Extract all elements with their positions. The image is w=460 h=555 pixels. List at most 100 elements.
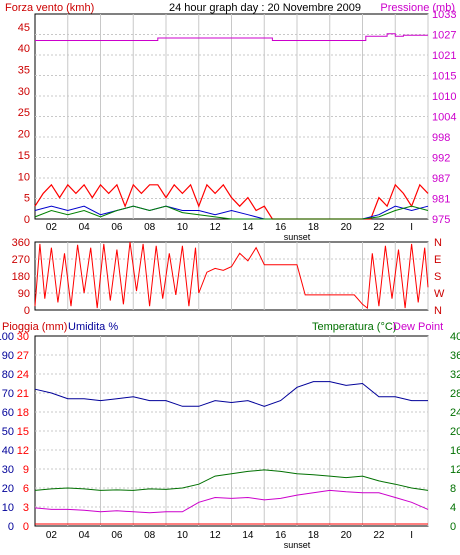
compass-tick-label: W [434,288,445,300]
sunset-annotation: sunset [284,232,311,242]
wind-x-tick-label: I [410,222,413,233]
temperature-tick-label: 20 [450,426,460,438]
rain-tick-label: 24 [17,369,29,381]
rain-tick-label: 18 [17,407,29,419]
pressure-tick-label: 1033 [432,9,456,21]
wind-tick-label: 40 [18,43,30,55]
wind-tick-label: 45 [18,22,30,34]
pressure-tick-label: 987 [432,173,450,185]
temp-x-tick-label: 02 [46,530,58,541]
pressure-tick-label: 1010 [432,91,456,103]
humidity-tick-label: 0 [8,521,14,533]
wind-x-tick-label: 06 [111,222,123,233]
wind-tick-label: 30 [18,86,30,98]
temp-x-tick-label: 18 [308,530,320,541]
direction-tick-label: 0 [24,305,30,317]
temperature-tick-label: 0 [450,521,456,533]
wind-axis-title: Forza vento (kmh) [5,2,94,14]
direction-tick-label: 360 [12,237,30,249]
rain-tick-label: 21 [17,388,29,400]
wind-series-line [34,205,429,220]
wind-tick-label: 15 [18,150,30,162]
pressure-tick-label: 1021 [432,50,456,62]
humidity-tick-label: 100 [0,331,14,343]
dewpoint-axis-title: Dew Point [393,321,443,333]
humidity-tick-label: 30 [2,464,14,476]
wind-tick-label: 35 [18,65,30,77]
humidity-tick-label: 20 [2,483,14,495]
humidity-tick-label: 90 [2,350,14,362]
temp-x-tick-label: 12 [210,530,222,541]
temperature-tick-label: 40 [450,331,460,343]
wind-x-tick-label: 14 [242,222,254,233]
pressure-series-line [35,33,428,41]
direction-tick-label: 270 [12,254,30,266]
temperature-tick-label: 8 [450,483,456,495]
wind-pressure-panel: 0510152025303540459759819879929981004101… [18,9,457,242]
humidity-tick-label: 50 [2,426,14,438]
temperature-axis-title: Temperatura (°C) [312,321,396,333]
temp-x-tick-label: 16 [275,530,287,541]
wind-x-tick-label: 04 [79,222,91,233]
compass-tick-label: N [434,305,442,317]
wind-x-tick-label: 12 [210,222,222,233]
wind-x-tick-label: 10 [177,222,189,233]
temp-x-tick-label: 08 [144,530,156,541]
temperature-tick-label: 32 [450,369,460,381]
wind-tick-label: 20 [18,129,30,141]
rain-tick-label: 15 [17,426,29,438]
pressure-tick-label: 1027 [432,30,456,42]
wind-tick-label: 0 [24,214,30,226]
rain-tick-label: 30 [17,331,29,343]
wind-x-tick-label: 16 [275,222,287,233]
temperature-tick-label: 28 [450,388,460,400]
rain-tick-label: 3 [23,502,29,514]
rain-tick-label: 12 [17,445,29,457]
avg-wind-series-line [34,205,429,220]
rain-tick-label: 0 [23,521,29,533]
temp-x-tick-label: I [410,530,413,541]
pressure-axis-title: Pressione (mb) [380,2,455,14]
temp-x-tick-label: 04 [79,530,91,541]
pressure-tick-label: 981 [432,194,450,206]
chart-title: 24 hour graph day : 20 Novembre 2009 [169,2,361,14]
wind-direction-series-line [34,241,429,310]
pressure-tick-label: 998 [432,132,450,144]
sunset-annotation-lower: sunset [284,540,311,550]
dewpoint-series-line [34,489,429,514]
compass-tick-label: N [434,237,442,249]
humidity-series-line [34,381,428,407]
wind-x-tick-label: 22 [373,222,385,233]
humidity-tick-label: 10 [2,502,14,514]
temperature-humidity-panel: 0369121518212427300102030405060708090100… [0,331,460,550]
temp-x-tick-label: 06 [111,530,123,541]
temp-x-tick-label: 22 [373,530,385,541]
humidity-axis-title: Umidita % [68,321,118,333]
humidity-tick-label: 40 [2,445,14,457]
temperature-tick-label: 4 [450,502,456,514]
humidity-tick-label: 80 [2,369,14,381]
temperature-tick-label: 24 [450,407,460,419]
wind-tick-label: 25 [18,107,30,119]
rain-axis-title: Pioggia (mm) [2,321,67,333]
pressure-tick-label: 1015 [432,71,456,83]
rain-tick-label: 9 [23,464,29,476]
compass-tick-label: E [434,254,441,266]
wind-tick-label: 5 [24,193,30,205]
wind-x-tick-label: 18 [308,222,320,233]
temperature-tick-label: 12 [450,464,460,476]
temp-x-tick-label: 20 [341,530,353,541]
gust-series-line [34,183,429,220]
direction-tick-label: 180 [12,271,30,283]
rain-tick-label: 27 [17,350,29,362]
humidity-tick-label: 60 [2,407,14,419]
compass-tick-label: S [434,271,441,283]
pressure-tick-label: 992 [432,153,450,165]
temp-x-tick-label: 14 [242,530,254,541]
wind-x-tick-label: 08 [144,222,156,233]
wind-x-tick-label: 02 [46,222,58,233]
temperature-tick-label: 36 [450,350,460,362]
